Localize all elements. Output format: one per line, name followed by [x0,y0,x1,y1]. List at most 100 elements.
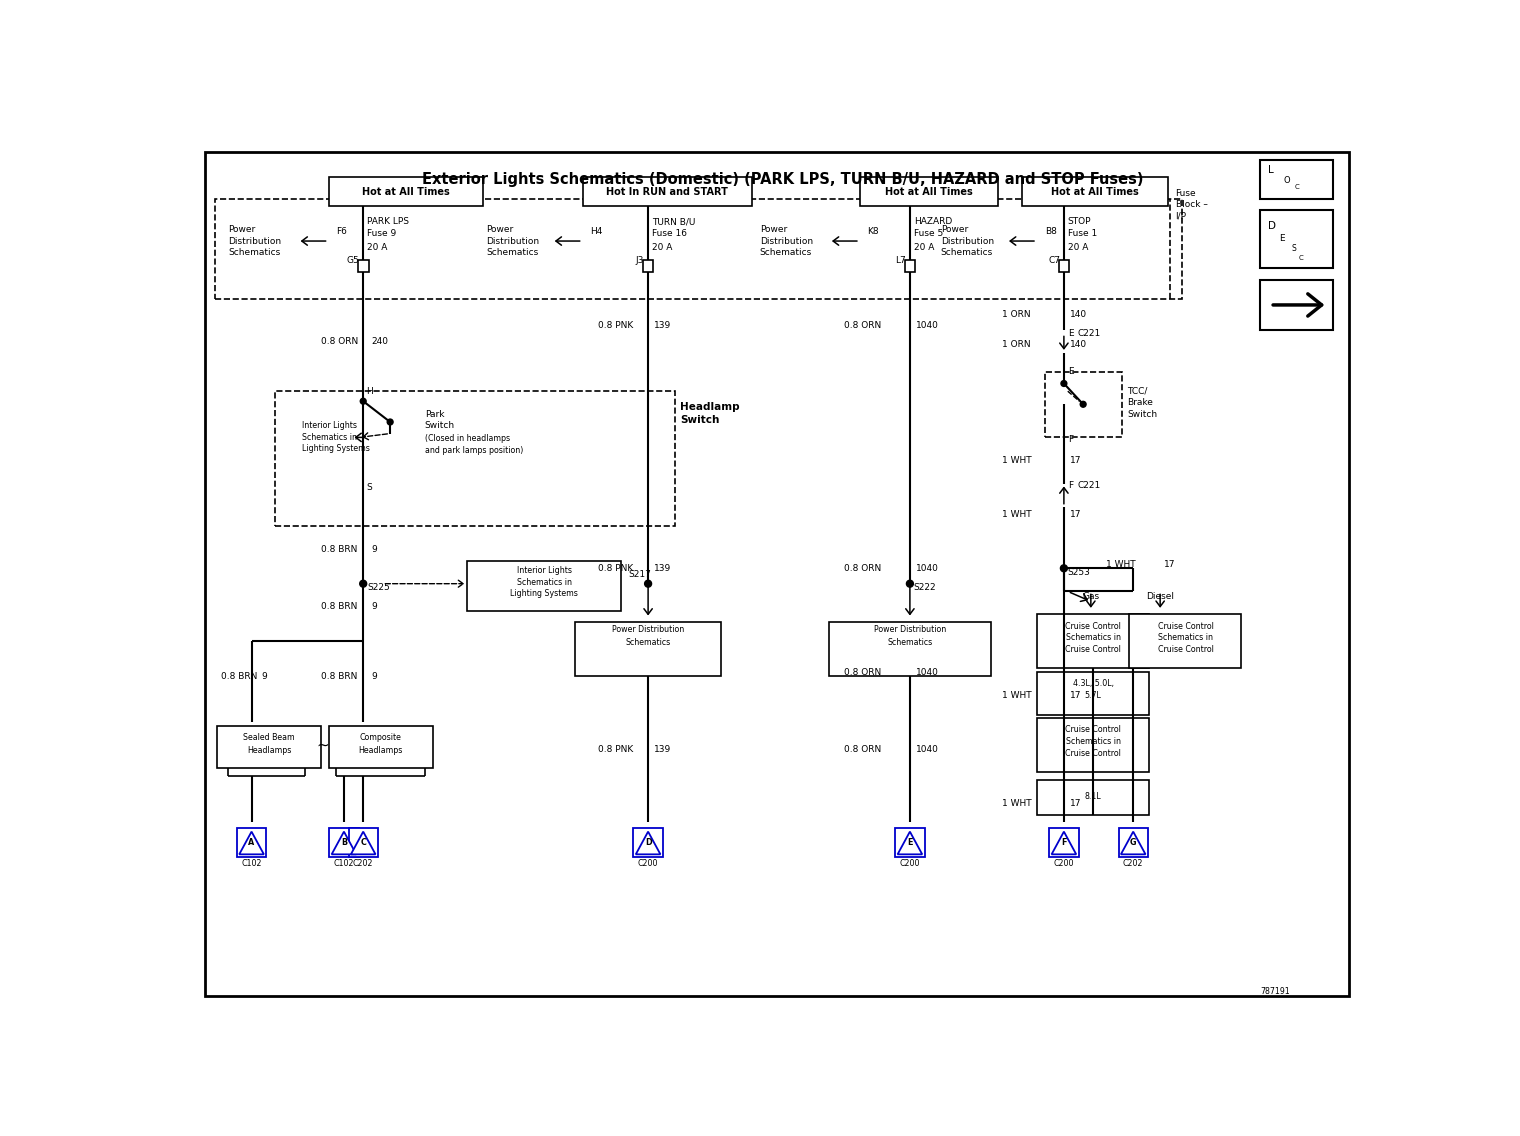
Text: C: C [360,838,366,847]
Bar [575,623,722,676]
Text: 139: 139 [654,563,672,573]
Text: C: C [1298,254,1304,261]
Text: Schematics in: Schematics in [1158,633,1213,642]
Text: Headlamp: Headlamp [681,402,740,411]
Text: Schematics: Schematics [760,248,812,257]
Text: Power: Power [486,225,514,234]
Bar [1037,615,1149,668]
Text: Schematics: Schematics [228,248,281,257]
Circle shape [906,580,914,587]
Text: L7: L7 [895,256,906,265]
Text: Distribution: Distribution [760,236,813,245]
Text: Power Distribution: Power Distribution [874,626,945,634]
Text: 140: 140 [1070,310,1087,319]
Text: 1 WHT: 1 WHT [1002,456,1032,465]
Polygon shape [1120,832,1146,854]
Text: 240: 240 [371,336,388,345]
Text: B8: B8 [1044,227,1056,236]
Bar [582,177,752,207]
Text: Schematics: Schematics [941,248,993,257]
Bar [357,260,368,272]
Bar [216,199,1181,299]
Text: Headlamps: Headlamps [359,746,403,755]
Text: C102: C102 [334,859,354,868]
Text: 0.8 ORN: 0.8 ORN [321,336,359,345]
Text: ~: ~ [316,738,330,753]
Bar [1037,780,1149,815]
Text: 8.1L: 8.1L [1085,793,1102,802]
Text: C221: C221 [1078,482,1100,491]
Text: C221: C221 [1078,329,1100,337]
Text: 4.3L, 5.0L,: 4.3L, 5.0L, [1073,679,1114,688]
Circle shape [388,419,394,425]
Text: STOP: STOP [1067,217,1091,226]
Text: 20 A: 20 A [914,243,935,252]
Text: B: B [340,838,347,847]
Text: H4: H4 [590,227,603,236]
Text: 0.8 BRN: 0.8 BRN [321,602,357,611]
Polygon shape [635,832,660,854]
Bar [467,560,622,611]
Text: Power Distribution: Power Distribution [613,626,684,634]
Bar [328,177,482,207]
Text: 1 WHT: 1 WHT [1002,799,1032,808]
Text: Schematics in: Schematics in [1066,737,1120,746]
Text: Switch: Switch [424,421,454,431]
Text: Cruise Control: Cruise Control [1158,644,1213,653]
Text: J3: J3 [635,256,644,265]
Text: 20 A: 20 A [652,243,672,252]
Text: (Closed in headlamps: (Closed in headlamps [424,434,509,443]
Text: 139: 139 [654,745,672,754]
Text: Interior Lights: Interior Lights [517,566,572,575]
Text: Cruise Control: Cruise Control [1066,749,1122,758]
Text: 0.8 ORN: 0.8 ORN [845,745,882,754]
Text: Hot at All Times: Hot at All Times [885,186,973,197]
Bar [1049,828,1079,857]
Text: Switch: Switch [681,415,720,425]
Text: 1 ORN: 1 ORN [1002,341,1031,350]
Circle shape [360,399,366,404]
Text: 0.8 PNK: 0.8 PNK [597,745,634,754]
Bar [895,828,924,857]
Text: Cruise Control: Cruise Control [1066,644,1122,653]
Text: Diesel: Diesel [1146,592,1173,601]
Text: E: E [1067,329,1073,337]
Text: Fuse 1: Fuse 1 [1067,228,1097,237]
Text: TURN B/U: TURN B/U [652,217,695,226]
Text: Composite: Composite [360,733,401,742]
Text: 0.8 PNK: 0.8 PNK [597,321,634,331]
Text: 0.8 ORN: 0.8 ORN [845,668,882,677]
Bar [1058,260,1069,272]
Text: Fuse 5: Fuse 5 [914,228,942,237]
Text: Power: Power [228,225,255,234]
Bar [1129,615,1240,668]
Text: C200: C200 [1053,859,1075,868]
Text: 17: 17 [1070,691,1082,700]
Text: Hot at All Times: Hot at All Times [1050,186,1138,197]
Text: 17: 17 [1070,456,1082,465]
Text: S: S [1290,244,1295,253]
Text: C: C [1295,184,1300,190]
Text: Distribution: Distribution [941,236,994,245]
Text: Gas: Gas [1082,592,1099,601]
Text: 1040: 1040 [917,563,939,573]
Text: 9: 9 [261,671,268,680]
Text: I/P: I/P [1175,212,1187,220]
Bar [1119,828,1148,857]
Text: 140: 140 [1070,341,1087,350]
Text: C202: C202 [1123,859,1143,868]
Text: Schematics: Schematics [888,638,933,648]
Text: 0.8 PNK: 0.8 PNK [597,563,634,573]
Bar [275,391,675,526]
Bar [217,726,321,768]
Text: S217: S217 [629,570,652,579]
Bar [860,177,999,207]
Bar [330,828,359,857]
Bar [828,623,991,676]
Text: S225: S225 [366,583,389,592]
Text: F: F [1067,482,1073,491]
Polygon shape [351,832,375,854]
Text: Lighting Systems: Lighting Systems [301,444,369,453]
Text: L: L [1268,165,1274,175]
Text: E: E [1280,234,1284,243]
